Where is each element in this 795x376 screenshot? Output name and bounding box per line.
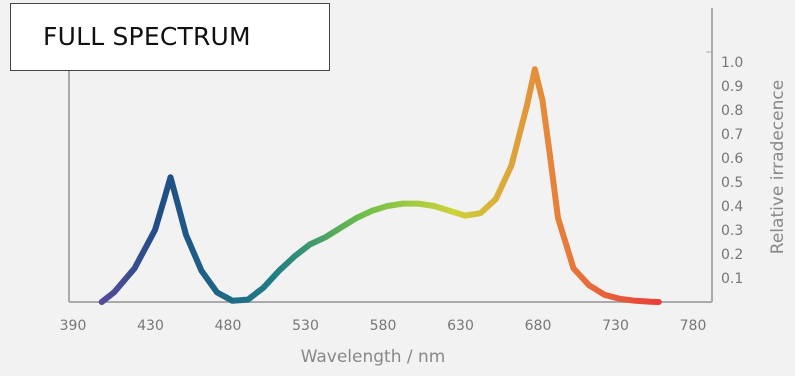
x-tick-label: 530 [292,318,319,334]
y-tick-label: 0.9 [721,79,743,95]
y-tick-label: 0.1 [721,271,743,287]
x-tick-label: 730 [602,318,629,334]
x-tick-label: 480 [215,318,242,334]
x-tick-label: 430 [137,318,164,334]
x-tick-label: 580 [370,318,397,334]
y-tick-label: 0.6 [721,151,743,167]
y-tick-label: 0.8 [721,103,743,119]
y-tick-label: 0.3 [721,223,743,239]
x-tick-label: 390 [60,318,87,334]
y-tick-labels: 0.1 0.2 0.3 0.4 0.5 0.6 0.7 0.8 0.9 1.0 [721,55,743,287]
chart-title: FULL SPECTRUM [43,22,251,51]
y-tick-label: 0.7 [721,127,743,143]
spectrum-curve [98,66,662,305]
y-axis-label: Relative irradecence [768,80,788,254]
x-tick-labels: 390 430 480 530 580 630 680 730 780 [60,318,707,334]
title-box: FULL SPECTRUM [10,3,330,71]
x-tick-label: 630 [447,318,474,334]
x-tick-label: 680 [525,318,552,334]
x-axis-label: Wavelength / nm [301,347,446,367]
y-tick-label: 1.0 [721,55,743,71]
y-tick-label: 0.4 [721,199,743,215]
y-tick-label: 0.2 [721,247,743,263]
y-tick-label: 0.5 [721,175,743,191]
x-tick-label: 780 [680,318,707,334]
